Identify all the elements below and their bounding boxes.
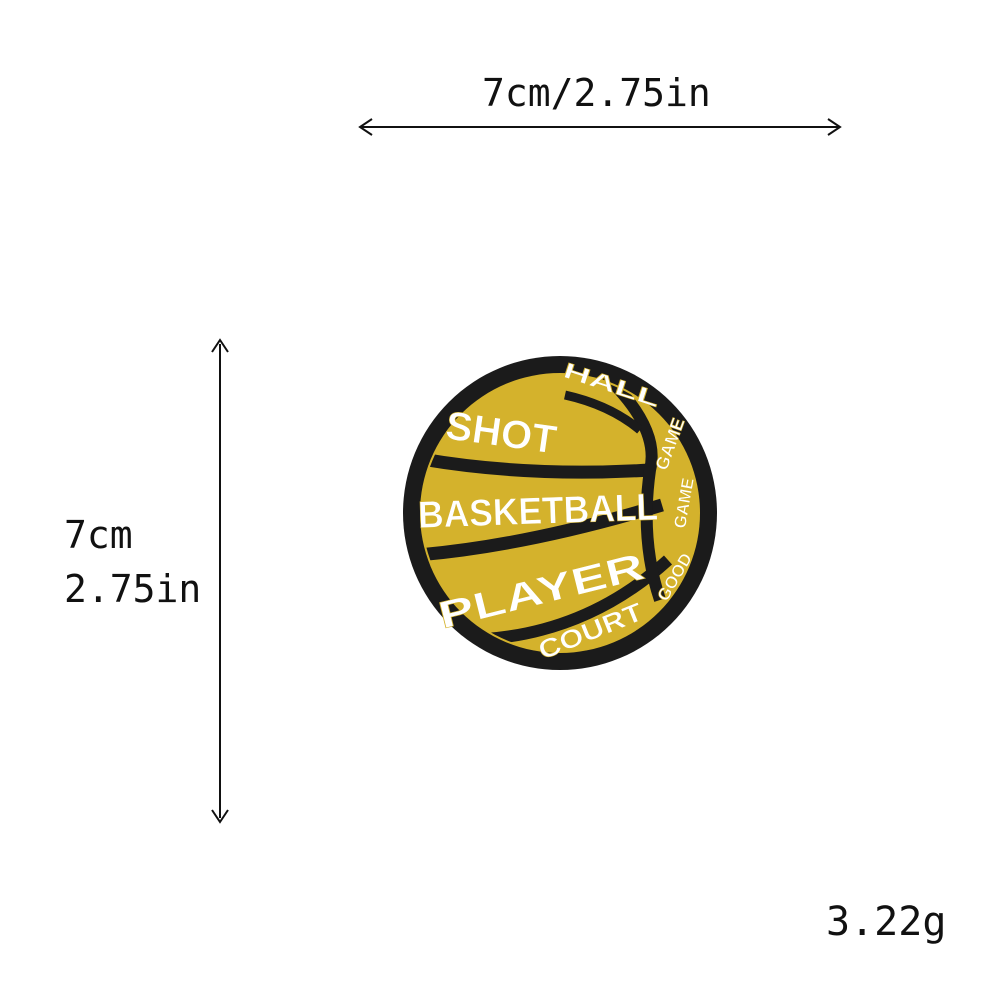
patch-word-basketball: BASKETBALL	[417, 487, 658, 537]
width-arrow	[358, 118, 842, 136]
height-in-label: 2.75in	[64, 567, 202, 611]
weight-label: 3.22g	[826, 899, 947, 945]
height-cm-label: 7cm	[64, 513, 133, 557]
height-arrow	[211, 338, 229, 824]
width-label: 7cm/2.75in	[482, 71, 711, 115]
